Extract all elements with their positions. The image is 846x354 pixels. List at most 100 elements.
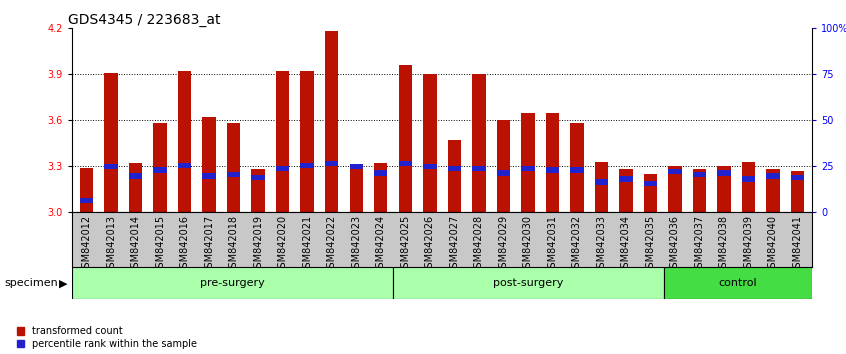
Bar xyxy=(497,170,510,176)
Bar xyxy=(668,169,682,174)
Bar xyxy=(153,167,167,172)
Bar xyxy=(202,173,216,179)
Bar xyxy=(178,71,191,212)
Bar xyxy=(448,166,461,171)
Bar xyxy=(398,161,412,166)
Text: GSM842015: GSM842015 xyxy=(155,215,165,274)
Bar xyxy=(393,267,664,299)
Legend: transformed count, percentile rank within the sample: transformed count, percentile rank withi… xyxy=(17,326,197,349)
Bar xyxy=(80,168,93,212)
Bar xyxy=(202,117,216,212)
Bar xyxy=(251,175,265,180)
Bar xyxy=(80,198,93,203)
Bar xyxy=(325,32,338,212)
Bar xyxy=(693,170,706,212)
Bar xyxy=(742,176,755,182)
Bar xyxy=(644,174,657,212)
Text: GSM842020: GSM842020 xyxy=(277,215,288,274)
Bar xyxy=(178,162,191,168)
Text: GSM842014: GSM842014 xyxy=(130,215,140,274)
Bar xyxy=(546,167,559,172)
Bar xyxy=(521,166,535,171)
Bar xyxy=(546,113,559,212)
Text: GSM842021: GSM842021 xyxy=(302,215,312,274)
Bar xyxy=(766,173,780,179)
Text: control: control xyxy=(719,278,757,288)
Bar xyxy=(300,162,314,168)
Text: GSM842041: GSM842041 xyxy=(793,215,803,274)
Text: GSM842017: GSM842017 xyxy=(204,215,214,274)
Text: GSM842039: GSM842039 xyxy=(744,215,754,274)
Text: GSM842022: GSM842022 xyxy=(327,215,337,274)
Text: GSM842024: GSM842024 xyxy=(376,215,386,274)
Bar xyxy=(742,162,755,212)
Bar xyxy=(374,163,387,212)
Bar xyxy=(472,166,486,171)
Text: GSM842013: GSM842013 xyxy=(106,215,116,274)
Text: GSM842032: GSM842032 xyxy=(572,215,582,274)
Text: GSM842018: GSM842018 xyxy=(228,215,239,274)
Bar xyxy=(349,166,363,212)
Bar xyxy=(693,172,706,177)
Text: ▶: ▶ xyxy=(59,278,68,288)
Text: GSM842037: GSM842037 xyxy=(695,215,705,274)
Bar xyxy=(570,167,584,172)
Text: GSM842033: GSM842033 xyxy=(596,215,607,274)
Text: GSM842027: GSM842027 xyxy=(449,215,459,274)
Text: GDS4345 / 223683_at: GDS4345 / 223683_at xyxy=(69,13,221,27)
Bar xyxy=(374,170,387,176)
Bar xyxy=(619,170,633,212)
Bar xyxy=(423,164,437,170)
Text: post-surgery: post-surgery xyxy=(493,278,563,288)
Text: GSM842023: GSM842023 xyxy=(351,215,361,274)
Bar xyxy=(276,71,289,212)
Text: GSM842012: GSM842012 xyxy=(81,215,91,274)
Text: GSM842030: GSM842030 xyxy=(523,215,533,274)
Bar xyxy=(129,173,142,179)
Bar xyxy=(570,124,584,212)
Bar xyxy=(619,176,633,182)
Bar xyxy=(595,179,608,185)
Bar xyxy=(153,124,167,212)
Text: GSM842026: GSM842026 xyxy=(425,215,435,274)
Bar xyxy=(251,170,265,212)
Bar xyxy=(104,73,118,212)
Bar xyxy=(791,175,805,180)
Bar xyxy=(448,140,461,212)
Bar xyxy=(497,120,510,212)
Bar xyxy=(664,267,812,299)
Text: GSM842034: GSM842034 xyxy=(621,215,631,274)
Bar xyxy=(766,170,780,212)
Bar xyxy=(349,164,363,170)
Bar xyxy=(227,172,240,177)
Bar xyxy=(423,74,437,212)
Bar xyxy=(104,164,118,170)
Bar xyxy=(717,170,731,176)
Text: GSM842038: GSM842038 xyxy=(719,215,729,274)
Text: GSM842036: GSM842036 xyxy=(670,215,680,274)
Text: pre-surgery: pre-surgery xyxy=(200,278,265,288)
Bar xyxy=(300,71,314,212)
Text: GSM842019: GSM842019 xyxy=(253,215,263,274)
Text: GSM842016: GSM842016 xyxy=(179,215,190,274)
Text: GSM842040: GSM842040 xyxy=(768,215,778,274)
Text: GSM842031: GSM842031 xyxy=(547,215,558,274)
Bar xyxy=(595,162,608,212)
Bar xyxy=(521,113,535,212)
Bar xyxy=(325,161,338,166)
Text: specimen: specimen xyxy=(4,278,58,288)
Text: GSM842029: GSM842029 xyxy=(498,215,508,274)
Bar xyxy=(472,74,486,212)
Text: GSM842028: GSM842028 xyxy=(474,215,484,274)
Bar xyxy=(129,163,142,212)
Bar xyxy=(717,166,731,212)
Text: GSM842035: GSM842035 xyxy=(645,215,656,274)
Bar xyxy=(276,166,289,171)
Bar xyxy=(644,181,657,186)
Bar xyxy=(72,267,393,299)
Bar xyxy=(791,171,805,212)
Bar xyxy=(668,166,682,212)
Bar xyxy=(398,65,412,212)
Text: GSM842025: GSM842025 xyxy=(400,215,410,274)
Bar xyxy=(227,124,240,212)
